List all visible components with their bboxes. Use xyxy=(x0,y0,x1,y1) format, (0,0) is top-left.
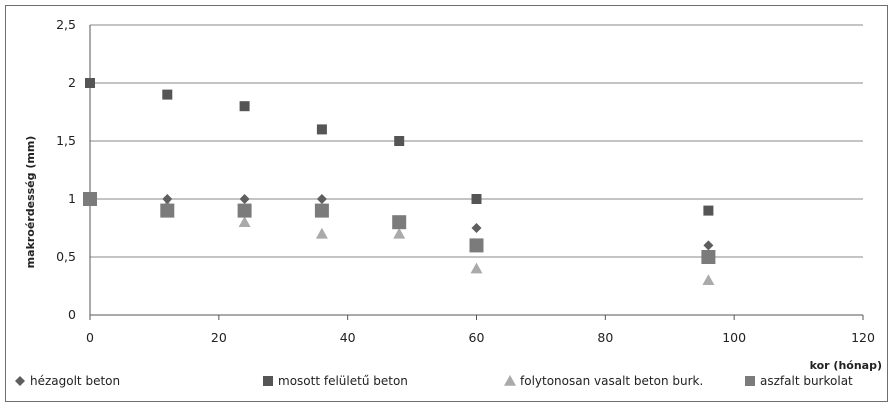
x-tick-label: 120 xyxy=(851,330,875,345)
data-point-square xyxy=(394,136,405,146)
data-point-triangle xyxy=(238,216,251,227)
x-tick-label: 60 xyxy=(469,330,485,345)
data-point-big-square xyxy=(469,238,484,253)
x-tick-label: 40 xyxy=(340,330,356,345)
data-point-diamond xyxy=(316,194,327,204)
data-point-triangle xyxy=(315,227,328,239)
y-tick-label: 2 xyxy=(68,75,76,90)
data-point-square xyxy=(85,78,95,88)
y-axis-title: makroérdesség (mm) xyxy=(24,136,37,269)
data-point-triangle xyxy=(393,227,406,239)
data-point-square xyxy=(316,124,327,135)
data-point-triangle xyxy=(470,262,483,274)
legend-marker xyxy=(745,376,755,386)
x-axis-title: kor (hónap) xyxy=(810,359,882,372)
data-point-big-square xyxy=(237,203,252,218)
data-point-diamond xyxy=(239,194,250,204)
data-point-square xyxy=(471,194,482,204)
legend-label: folytonosan vasalt beton burk. xyxy=(520,374,703,388)
data-point-diamond xyxy=(162,194,173,204)
x-tick-label: 0 xyxy=(86,330,94,345)
data-point-diamond xyxy=(703,240,714,251)
y-tick-label: 2,5 xyxy=(56,17,76,32)
data-point-square xyxy=(239,101,250,112)
legend-marker xyxy=(263,376,273,386)
y-tick-label: 0,5 xyxy=(56,249,76,264)
chart-frame xyxy=(5,5,888,402)
data-point-big-square xyxy=(701,250,716,264)
y-tick-label: 1,5 xyxy=(56,133,76,148)
data-point-diamond xyxy=(471,223,482,233)
data-point-big-square xyxy=(83,192,97,206)
data-point-big-square xyxy=(314,203,329,218)
legend-label: hézagolt beton xyxy=(30,374,120,388)
data-point-square xyxy=(703,205,714,216)
legend-marker xyxy=(504,375,516,386)
legend-label: aszfalt burkolat xyxy=(760,374,853,388)
data-point-big-square xyxy=(392,215,407,230)
data-point-big-square xyxy=(160,203,175,218)
x-tick-label: 20 xyxy=(211,330,227,345)
data-point-triangle xyxy=(702,274,715,285)
legend-label: mosott felületű beton xyxy=(278,374,408,388)
legend-marker xyxy=(15,376,25,386)
y-tick-label: 1 xyxy=(68,191,76,206)
x-tick-label: 100 xyxy=(722,330,746,345)
x-tick-label: 80 xyxy=(597,330,613,345)
data-point-square xyxy=(162,89,173,100)
y-tick-label: 0 xyxy=(68,307,76,322)
